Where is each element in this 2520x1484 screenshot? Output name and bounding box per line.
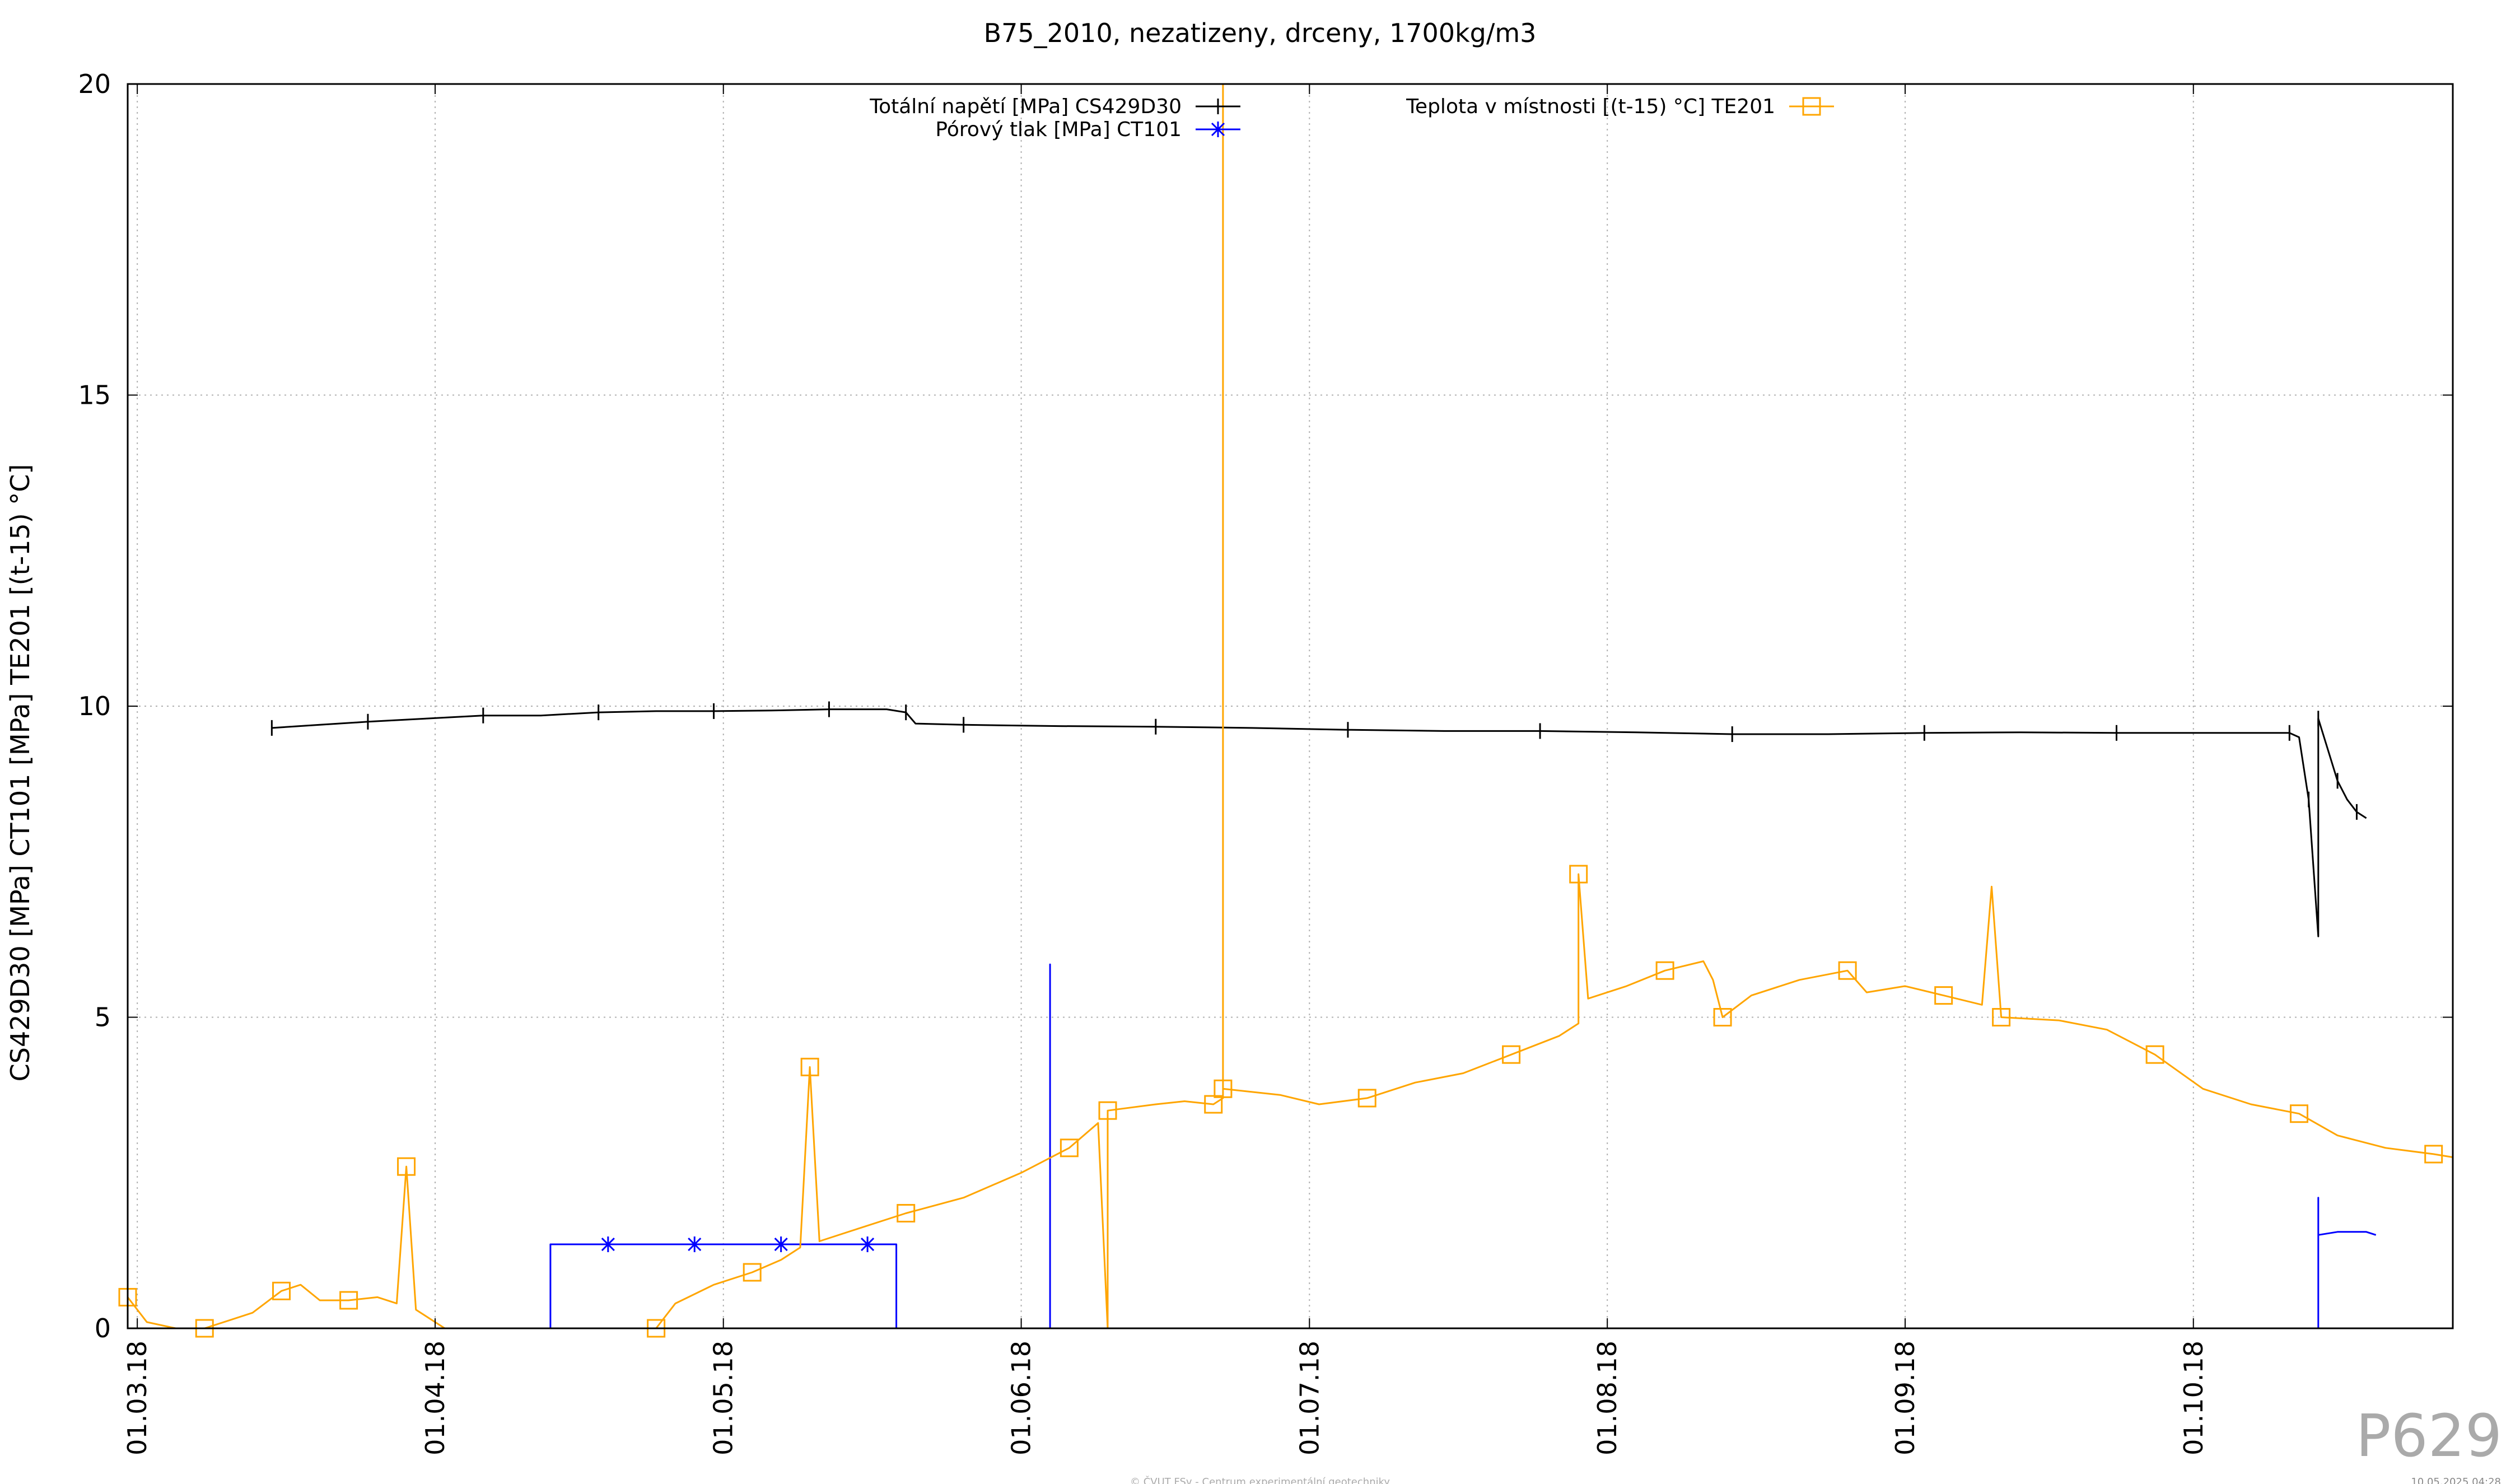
series-3-point [1060,1138,1079,1158]
x-tick-label: 01.08.18 [1592,1341,1622,1455]
series-3-point [339,1291,358,1310]
series-3-point [897,1203,916,1222]
series-2-point [773,1236,789,1253]
legend-label-1: Totální napětí [MPa] CS429D30 [869,95,1182,118]
x-tick-label: 01.10.18 [2178,1341,2209,1455]
series-3-point [1204,1095,1223,1114]
series-3-point [2289,1104,2308,1123]
series-1-line [272,708,2367,937]
series-3-point [1992,1008,2011,1026]
x-tick-label: 01.04.18 [420,1341,450,1455]
series-3-point [1098,1101,1117,1120]
series-3-point [1214,1079,1233,1098]
y-tick-label: 20 [78,69,111,99]
x-tick-label: 01.03.18 [122,1341,152,1455]
series-3-point [1655,961,1674,980]
series-3-point [1502,1045,1521,1064]
series-layer [118,83,2453,1338]
y-axis-label: CS429D30 [MPa] CT101 [MPa] TE201 [(t-15)… [5,464,35,1082]
legend-marker-3 [1802,97,1821,116]
series-3-point [2145,1045,2164,1064]
series-2-point [860,1236,876,1253]
series-3-point [800,1057,819,1076]
y-tick-label: 10 [78,691,111,721]
series-3-point [1934,986,1953,1005]
y-tick-label: 5 [95,1002,111,1033]
series-3-point [743,1263,762,1282]
series-3-point [2424,1145,2443,1164]
y-tick-label: 0 [95,1313,111,1343]
series-3-point [1569,865,1588,884]
series-2-point [600,1236,616,1253]
axis-ticks: 0 5 10 15 20 01.03.18 01.04.18 01.05.18 01.06.18… [78,69,2453,1455]
series-3-point [1713,1008,1732,1026]
series-3-point [272,1281,291,1300]
y-tick-label: 15 [78,380,111,410]
x-tick-label: 01.06.18 [1006,1341,1037,1455]
watermark-id: P629 [2356,1402,2502,1470]
x-tick-label: 01.07.18 [1294,1341,1324,1455]
series-3-point [397,1157,416,1176]
series-2-line-c [2317,1197,2377,1328]
series-3-point [1357,1089,1376,1108]
x-tick-label: 01.09.18 [1890,1341,1920,1455]
chart-title: B75_2010, nezatizeny, drceny, 1700kg/m3 [984,18,1537,48]
x-tick-label: 01.05.18 [708,1341,739,1455]
series-2-point [687,1236,703,1253]
legend-marker-2 [1210,122,1226,137]
legend-label-2: Pórový tlak [MPa] CT101 [935,118,1182,141]
legend-label-3: Teplota v místnosti [(t-15) °C] TE201 [1406,95,1775,118]
series-3-point [1838,961,1857,980]
legend-marker-1 [1210,99,1226,114]
footer-copyright: © ČVUT FSv - Centrum experimentální geot… [1130,1476,1390,1484]
series-2-line [549,1243,898,1328]
grid [128,84,2453,1328]
footer-timestamp: 10.05.2025 04:28 [2411,1476,2501,1484]
